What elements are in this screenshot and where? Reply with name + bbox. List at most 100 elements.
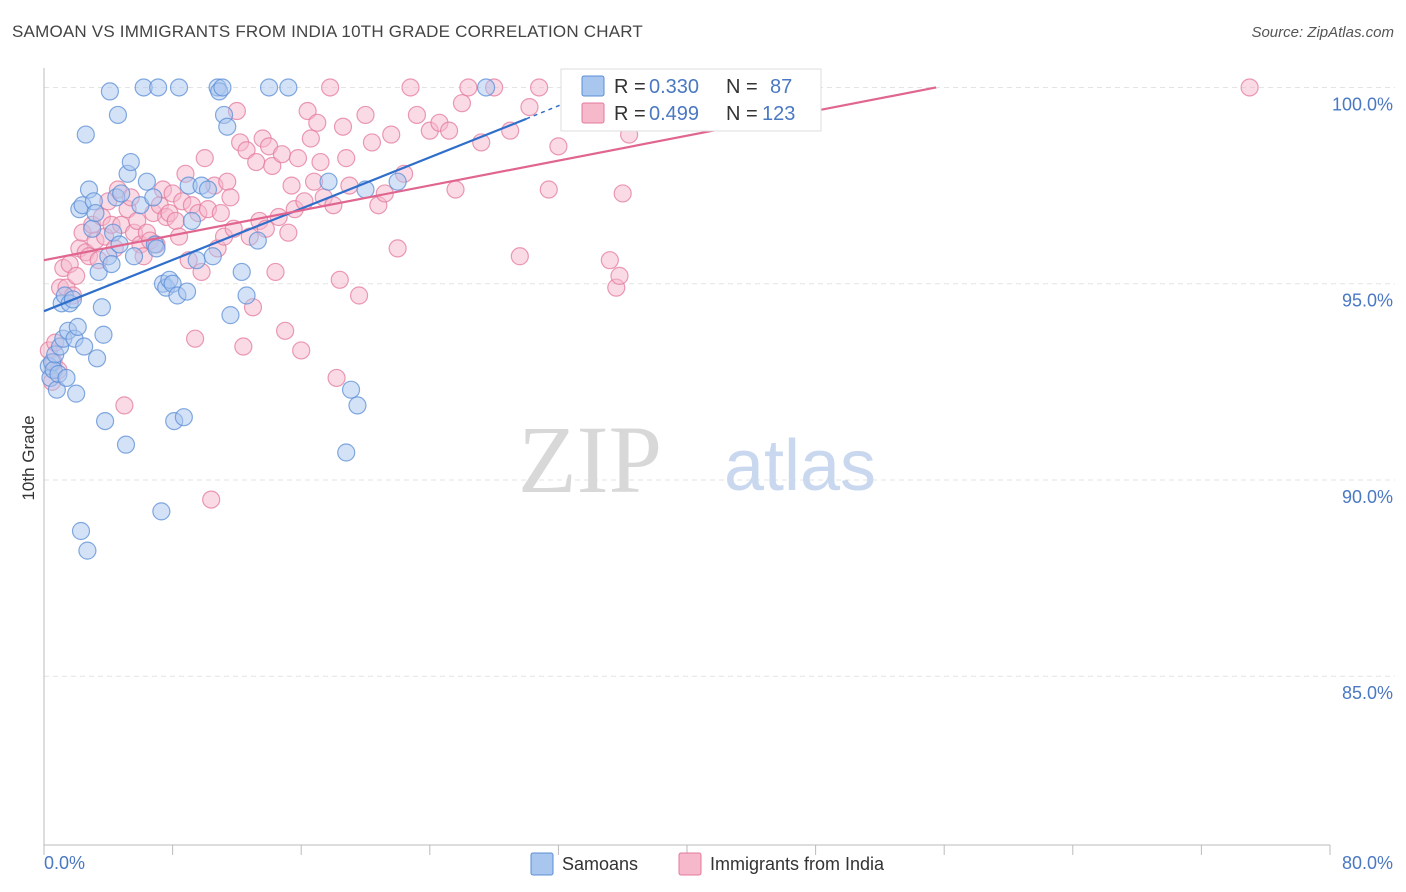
samoans-point-35 (102, 255, 121, 274)
india-point-47 (186, 329, 205, 348)
india-point-103 (401, 78, 420, 97)
india-point-75 (276, 321, 295, 340)
stats-legend: R = 0.330 N = 87 R = 0.499 N = 123 (560, 68, 822, 132)
samoans-point-76 (248, 231, 267, 250)
samoans-point-82 (337, 443, 356, 462)
india-point-71 (263, 156, 282, 176)
samoans-point-16 (67, 384, 86, 403)
samoans-point-77 (259, 78, 279, 97)
samoans-point-21 (75, 337, 94, 356)
india-point-55 (211, 203, 230, 223)
samoans-point-52 (152, 502, 171, 521)
india-point-95 (349, 286, 369, 305)
india-point-108 (446, 180, 465, 199)
india-point-118 (549, 137, 568, 156)
india-point-25 (115, 396, 134, 415)
india-point-117 (539, 180, 558, 199)
india-point-74 (272, 145, 292, 164)
y-tick-label-0: 100.0% (1332, 94, 1393, 114)
legend-r-value-india: 0.499 (649, 103, 699, 125)
india-point-10 (67, 266, 86, 285)
samoans-point-48 (144, 188, 163, 207)
samoans-point-79 (319, 172, 338, 191)
samoans-point-80 (341, 380, 361, 399)
india-point-42 (169, 227, 189, 246)
y-tick-label-3: 85.0% (1342, 683, 1393, 703)
samoans-point-73 (221, 306, 240, 325)
india-point-119 (600, 251, 619, 270)
india-point-91 (330, 270, 349, 289)
india-point-76 (279, 223, 298, 242)
samoans-point-70 (213, 78, 232, 97)
samoans-point-32 (95, 412, 115, 431)
india-point-90 (327, 368, 346, 388)
x-tick-label-max: 80.0% (1342, 853, 1393, 873)
legend-r-label-india: R = (614, 103, 646, 125)
axes (43, 68, 1331, 855)
samoans-point-44 (124, 247, 144, 266)
legend-n-label-samoans: N = (726, 76, 758, 98)
samoans-point-51 (149, 78, 168, 97)
india-point-88 (321, 78, 340, 97)
samoans-point-63 (182, 211, 201, 231)
samoans-point-17 (68, 317, 87, 336)
samoans-point-28 (87, 349, 107, 368)
samoans-point-40 (112, 184, 131, 203)
samoans-point-83 (388, 172, 407, 191)
samoans-point-85 (476, 78, 496, 97)
india-point-41 (166, 211, 185, 231)
india-point-100 (382, 125, 401, 144)
legend-swatch-india (581, 102, 605, 124)
samoans-points (39, 78, 616, 560)
india-point-121 (610, 266, 629, 285)
india-point-86 (311, 152, 330, 172)
source-label: Source: ZipAtlas.com (1251, 24, 1394, 41)
legend-n-value-samoans: 87 (770, 76, 792, 98)
india-point-62 (234, 337, 253, 356)
india-point-92 (333, 117, 353, 136)
samoans-point-22 (76, 125, 95, 144)
samoans-point-72 (218, 117, 237, 136)
india-point-66 (247, 152, 266, 172)
india-point-57 (218, 172, 237, 191)
chart-title: SAMOAN VS IMMIGRANTS FROM INDIA 10TH GRA… (12, 22, 643, 41)
india-point-93 (337, 149, 356, 168)
samoans-point-67 (203, 247, 222, 266)
india-point-58 (221, 188, 240, 207)
legend-n-label-india: N = (726, 103, 758, 125)
india-point-97 (362, 133, 382, 152)
samoans-point-78 (279, 78, 298, 97)
watermark-zip: ZIP (518, 406, 662, 513)
india-point-96 (356, 105, 375, 125)
india-point-50 (195, 149, 214, 168)
legend-swatch-samoans (581, 75, 605, 97)
y-axis-label: 10th Grade (19, 415, 38, 500)
india-point-77 (282, 176, 301, 195)
samoans-point-43 (121, 152, 140, 172)
india-point-109 (452, 94, 472, 113)
india-point-85 (308, 113, 327, 132)
samoans-point-75 (237, 286, 256, 305)
bottom-legend-india: Immigrants from India (710, 854, 885, 874)
y-tick-labels: 100.0% 95.0% 90.0% 85.0% (1332, 94, 1393, 703)
india-point-83 (301, 129, 320, 148)
india-point-101 (388, 239, 407, 258)
samoans-point-27 (86, 203, 105, 223)
india-point-116 (530, 78, 549, 97)
india-point-72 (266, 262, 285, 282)
samoans-point-31 (94, 325, 113, 344)
samoans-point-34 (100, 82, 120, 101)
india-point-110 (459, 78, 478, 97)
samoans-point-59 (169, 78, 189, 97)
india-point-107 (439, 121, 459, 140)
samoans-point-64 (187, 251, 206, 270)
x-tick-label-min: 0.0% (44, 853, 85, 873)
india-point-63 (237, 141, 256, 160)
samoans-point-19 (71, 521, 91, 541)
india-point-104 (407, 105, 427, 125)
samoans-point-66 (198, 180, 218, 199)
y-tick-label-1: 95.0% (1342, 291, 1393, 311)
bottom-legend-swatch-india (678, 852, 702, 876)
samoans-point-60 (174, 408, 193, 427)
